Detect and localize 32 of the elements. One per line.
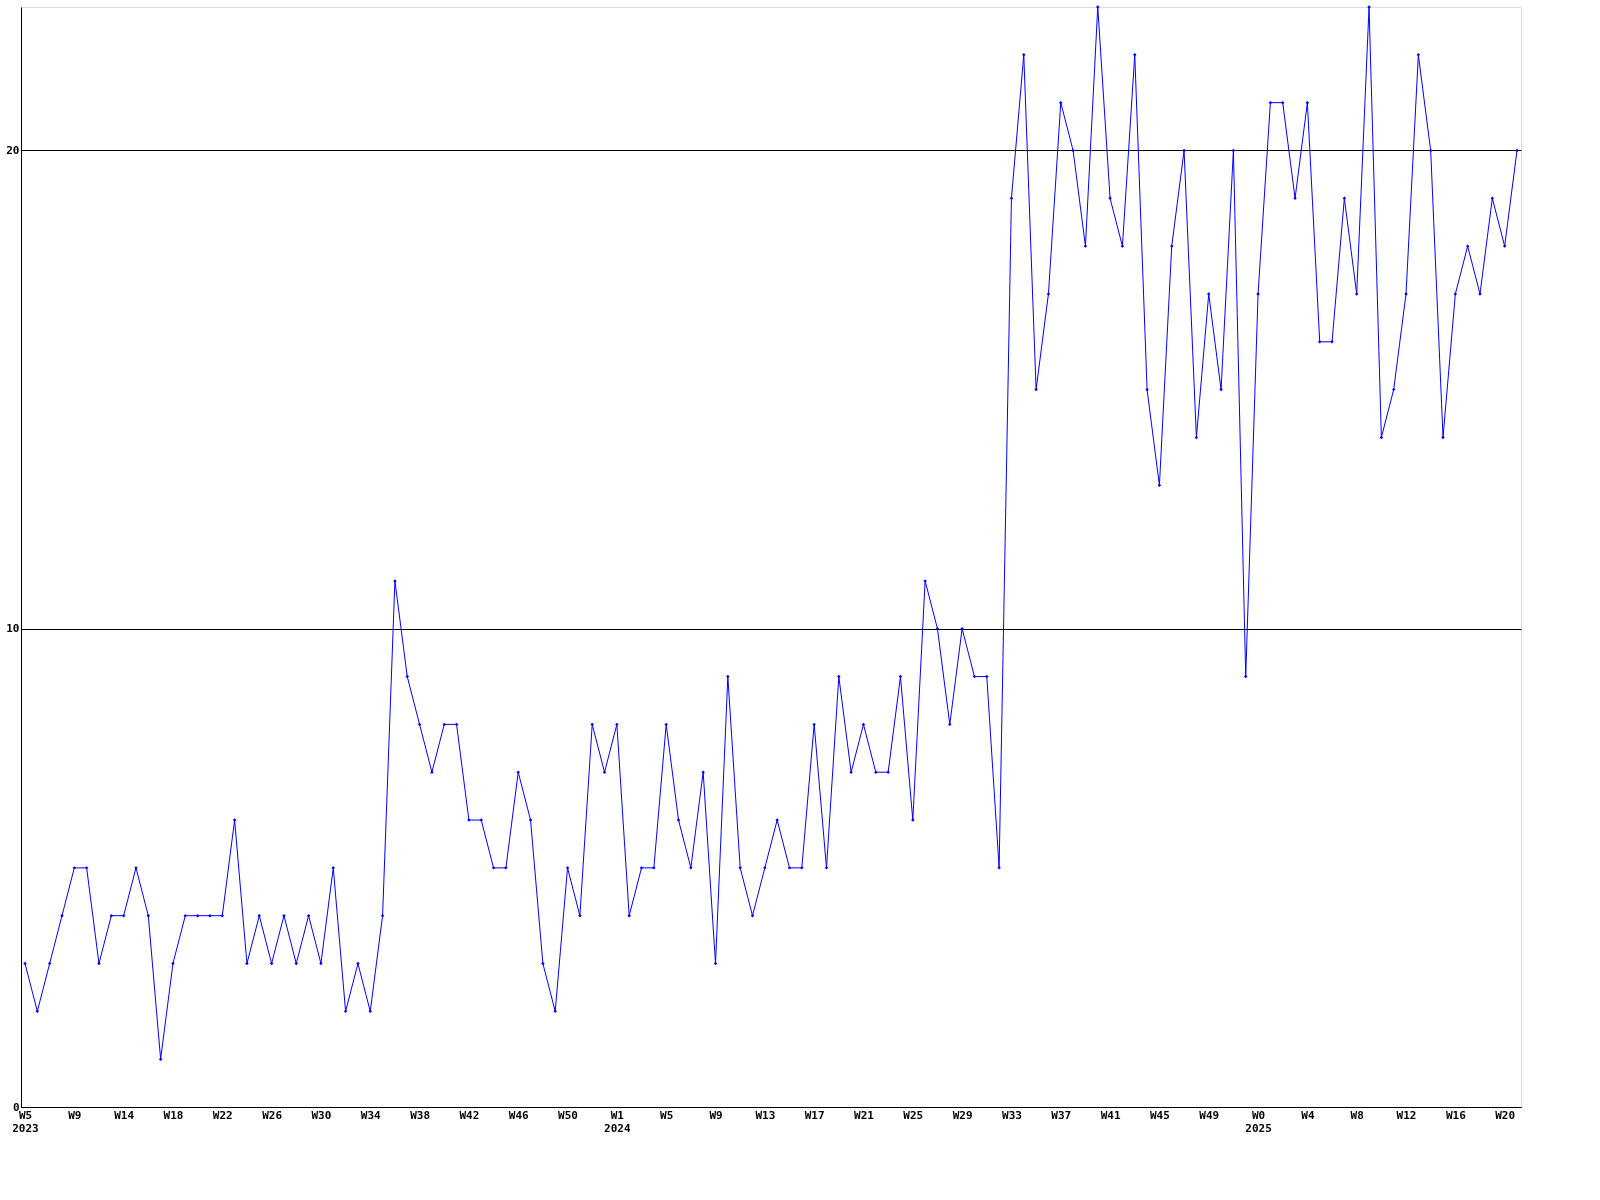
x-tick-label: W14 bbox=[114, 1108, 135, 1122]
x-tick-label: W38 bbox=[410, 1108, 431, 1122]
x-tick-label: W13 bbox=[755, 1108, 776, 1122]
x-tick-label: W8 bbox=[1350, 1108, 1364, 1122]
y-tick-label: 10 bbox=[6, 622, 20, 636]
x-tick-label: W4 bbox=[1301, 1108, 1315, 1122]
x-tick-label: W34 bbox=[360, 1108, 382, 1122]
x-tick-label: W41 bbox=[1100, 1108, 1121, 1122]
x-tick-label: W22 bbox=[212, 1108, 233, 1122]
x-tick-label: W9 bbox=[709, 1108, 723, 1122]
x-tick-label: W26 bbox=[262, 1108, 283, 1122]
x-tick-label: W9 bbox=[68, 1108, 82, 1122]
x-tick-label: W50 bbox=[558, 1108, 578, 1122]
x-tick-label: W49 bbox=[1199, 1108, 1220, 1122]
x-tick-label: W20 bbox=[1495, 1108, 1516, 1122]
x-tick-label: W25 bbox=[903, 1108, 924, 1122]
x-tick-label: W37 bbox=[1051, 1108, 1072, 1122]
x-tick-label: W17 bbox=[804, 1108, 825, 1122]
x-tick-label: W0 2025 bbox=[1245, 1108, 1272, 1135]
x-tick-label: W5 bbox=[660, 1108, 674, 1122]
x-tick-label: W1 2024 bbox=[604, 1108, 631, 1135]
x-tick-label: W33 bbox=[1002, 1108, 1022, 1122]
x-tick-label: W29 bbox=[952, 1108, 973, 1122]
y-tick-label: 20 bbox=[6, 143, 20, 157]
x-tick-label: W16 bbox=[1445, 1108, 1467, 1122]
x-tick-label: W12 bbox=[1396, 1108, 1417, 1122]
x-tick-label: W46 bbox=[508, 1108, 530, 1122]
x-tick-label: W30 bbox=[311, 1108, 332, 1122]
x-tick-label: W42 bbox=[459, 1108, 480, 1122]
x-tick-label: W18 bbox=[163, 1108, 184, 1122]
x-tick-label: W45 bbox=[1149, 1108, 1170, 1122]
x-tick-label: W21 bbox=[854, 1108, 875, 1122]
